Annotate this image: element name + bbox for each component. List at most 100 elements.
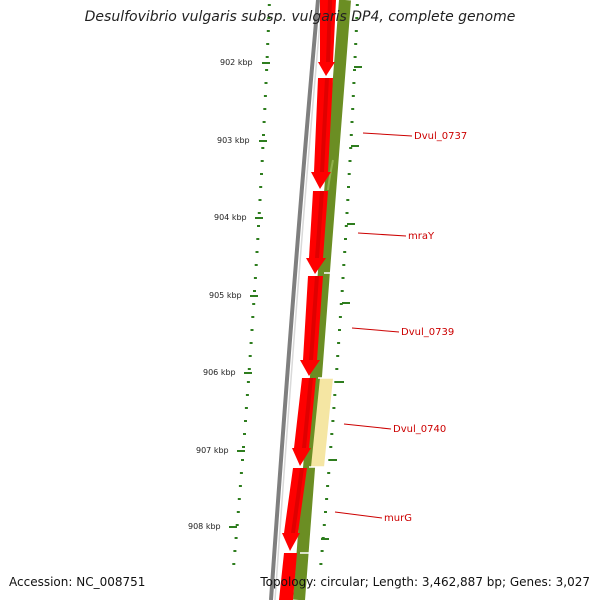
gene-label: mraY (408, 231, 435, 242)
minor-tick (344, 225, 348, 227)
scale-minor-ticks-right (319, 4, 359, 565)
cds-shading (315, 191, 324, 258)
gc-track-separators (300, 272, 338, 554)
minor-tick (353, 69, 356, 71)
minor-tick (327, 472, 331, 474)
minor-tick (349, 134, 353, 136)
minor-tick (257, 225, 260, 227)
minor-tick (339, 303, 343, 305)
minor-tick (354, 43, 358, 45)
gene-label: Dvul_0739 (401, 327, 454, 338)
cds-track (279, 0, 336, 600)
minor-tick (267, 4, 271, 6)
minor-tick (258, 199, 262, 201)
scale-tick-label: 907 kbp (196, 446, 229, 455)
scale-tick-label: 908 kbp (188, 522, 221, 531)
scale-minor-ticks-left (232, 4, 271, 565)
minor-tick (241, 459, 244, 461)
minor-tick (334, 381, 338, 383)
accession-label: Accession: NC_008751 (9, 575, 146, 589)
minor-tick (260, 173, 263, 175)
minor-tick (239, 472, 243, 474)
minor-tick (346, 199, 350, 201)
minor-tick (253, 290, 256, 292)
minor-tick (336, 355, 340, 357)
minor-tick (237, 498, 241, 500)
minor-tick (264, 82, 268, 84)
minor-tick (322, 524, 326, 526)
minor-tick (351, 95, 355, 97)
minor-tick (350, 121, 354, 123)
cds-shading (302, 378, 313, 448)
minor-tick (243, 433, 246, 435)
minor-tick (335, 368, 339, 370)
cds-shading (326, 0, 332, 62)
minor-tick (262, 121, 266, 123)
scale-major-ticks: 902 kbp 903 kbp 904 kbp 905 kbp 906 kbp … (188, 58, 270, 531)
minor-tick (337, 342, 341, 344)
minor-tick (348, 160, 352, 162)
genome-summary: Topology: circular; Length: 3,462,887 bp… (260, 575, 590, 589)
minor-tick (329, 446, 333, 448)
gc-yellow-segment (311, 378, 333, 467)
minor-tick (263, 108, 267, 110)
minor-tick (265, 56, 269, 58)
backbone-outer-arc (269, 0, 320, 601)
minor-tick (246, 381, 250, 383)
cds-shading (309, 276, 319, 360)
minor-tick (325, 498, 329, 500)
minor-tick (256, 238, 260, 240)
minor-tick (340, 290, 344, 292)
minor-tick (257, 212, 261, 214)
minor-tick (266, 43, 270, 45)
gene-label: Dvul_0740 (393, 424, 446, 435)
minor-tick (244, 420, 247, 422)
minor-tick (255, 251, 259, 253)
gene-label: murG (384, 513, 412, 524)
minor-tick (259, 186, 263, 188)
scale-tick-label: 905 kbp (209, 291, 242, 300)
minor-tick (234, 537, 238, 539)
gc-scale-ticks (321, 66, 362, 540)
scale-tick-label: 902 kbp (220, 58, 253, 67)
minor-tick (250, 329, 254, 331)
minor-tick (233, 550, 237, 552)
scale-tick-label: 904 kbp (214, 213, 247, 222)
minor-tick (249, 342, 253, 344)
minor-tick (355, 17, 359, 19)
minor-tick (354, 30, 358, 32)
minor-tick (352, 82, 356, 84)
minor-tick (320, 550, 324, 552)
minor-tick (331, 420, 335, 422)
minor-tick (338, 316, 342, 318)
minor-tick (349, 147, 353, 149)
minor-tick (251, 316, 255, 318)
minor-tick (248, 355, 252, 357)
map-title: Desulfovibrio vulgaris subsp. vulgaris D… (84, 9, 516, 25)
minor-tick (266, 30, 270, 32)
minor-tick (341, 277, 345, 279)
minor-tick (253, 277, 257, 279)
minor-tick (326, 485, 330, 487)
minor-tick (236, 511, 240, 513)
minor-tick (235, 524, 239, 526)
minor-tick (319, 563, 323, 565)
minor-tick (245, 394, 249, 396)
minor-tick (347, 186, 350, 188)
minor-tick (244, 407, 248, 409)
minor-tick (355, 4, 359, 6)
minor-tick (263, 95, 267, 97)
minor-tick (265, 69, 269, 71)
minor-tick (247, 368, 251, 370)
minor-tick (261, 147, 265, 149)
minor-tick (343, 251, 347, 253)
minor-tick (344, 238, 347, 240)
gene-label: Dvul_0737 (414, 131, 467, 142)
minor-tick (353, 56, 357, 58)
minor-tick (238, 485, 242, 487)
minor-tick (351, 108, 355, 110)
minor-tick (260, 160, 264, 162)
minor-tick (232, 563, 236, 565)
cds-block (279, 553, 297, 600)
